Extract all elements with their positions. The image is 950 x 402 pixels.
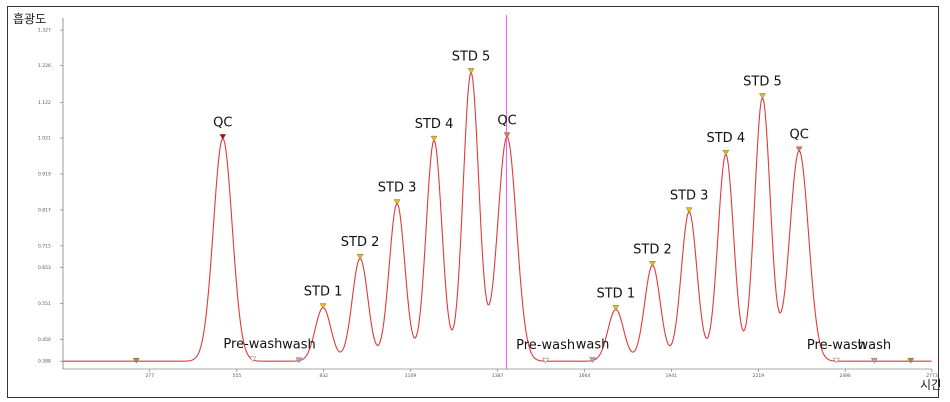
peak-label: STD 3: [378, 181, 417, 196]
x-tick-label: 1664: [579, 373, 591, 379]
event-marker[interactable]: [295, 357, 303, 364]
chromatogram-frame: 흡광도 시간 0.388 0.450 0.551 0.653 0.715 0.817 0.9…: [7, 6, 940, 398]
peak-label: STD 1: [596, 286, 635, 301]
event-label: wash: [282, 338, 316, 353]
chromatogram-chart: 흡광도 시간 0.388 0.450 0.551 0.653 0.715 0.817 0.9…: [13, 12, 940, 392]
peak-marker[interactable]: [722, 149, 730, 156]
peak-marker[interactable]: [430, 135, 438, 142]
peak-label: STD 2: [341, 235, 380, 250]
y-tick-label: 0.388: [38, 359, 51, 365]
event-label: wash: [576, 338, 610, 353]
event-label: wash: [858, 338, 892, 353]
event-label: Pre-wash: [223, 337, 282, 352]
event-marker[interactable]: [870, 357, 878, 364]
peak-label: QC: [497, 114, 516, 129]
peak-marker[interactable]: [795, 146, 803, 153]
peak-marker[interactable]: [685, 207, 693, 214]
peak-label: STD 5: [452, 49, 491, 64]
peak-marker[interactable]: [467, 68, 475, 74]
y-axis-title: 흡광도: [13, 12, 46, 26]
x-tick-label: 2219: [753, 373, 765, 379]
peak-marker[interactable]: [356, 253, 364, 260]
peak-label: QC: [213, 115, 232, 130]
peak-label: STD 5: [743, 74, 782, 89]
y-tick-label: 0.715: [38, 243, 51, 249]
peak-marker[interactable]: [219, 134, 227, 140]
y-tick-label: 0.551: [38, 301, 51, 307]
x-tick-label: 1387: [492, 373, 504, 379]
peak-label: STD 4: [706, 131, 745, 146]
x-tick-label: 1109: [405, 373, 417, 379]
peak-marker[interactable]: [393, 199, 401, 206]
x-tick-label: 1941: [666, 373, 678, 379]
x-axis-title: 시간: [920, 378, 940, 392]
peak-labels: QC STD 1 STD 2 STD 3 STD 4 STD 5 QC STD 1 STD 2 S…: [213, 49, 891, 353]
event-marker[interactable]: [132, 357, 140, 364]
peak-marker[interactable]: [649, 261, 656, 267]
event-marker[interactable]: [542, 357, 550, 364]
y-tick-label: 0.817: [38, 207, 51, 213]
y-tick-label: 0.919: [38, 171, 51, 177]
peak-label: QC: [789, 128, 808, 143]
y-tick-label: 1.122: [38, 100, 51, 106]
peak-label: STD 2: [633, 242, 672, 257]
event-marker[interactable]: [589, 357, 597, 364]
x-tick-label: 277: [146, 373, 155, 379]
peak-marker[interactable]: [503, 132, 511, 139]
y-tick-label: 1.226: [38, 63, 51, 69]
x-tick-label: 832: [319, 373, 328, 379]
event-label: Pre-wash: [516, 338, 575, 353]
y-tick-label: 1.021: [38, 135, 51, 141]
peak-markers: [132, 68, 915, 364]
y-tick-label: 1.327: [38, 28, 51, 34]
event-label: Pre-wash: [807, 338, 866, 353]
peak-label: STD 1: [304, 285, 343, 300]
x-tick-label: 555: [233, 373, 242, 379]
y-axis: 0.388 0.450 0.551 0.653 0.715 0.817 0.919 1.021…: [38, 18, 64, 369]
event-marker[interactable]: [832, 357, 840, 364]
x-tick-label: 2496: [839, 373, 851, 379]
peak-marker[interactable]: [612, 305, 620, 311]
peak-marker[interactable]: [759, 93, 766, 99]
peak-label: STD 4: [415, 117, 454, 132]
peak-marker[interactable]: [319, 303, 327, 310]
x-tick-label: 2773: [926, 373, 938, 379]
event-marker[interactable]: [249, 356, 257, 363]
event-marker[interactable]: [907, 357, 915, 364]
y-tick-label: 0.450: [38, 337, 51, 343]
chromatogram-trace: [63, 72, 932, 362]
y-tick-label: 0.653: [38, 265, 51, 271]
peak-label: STD 3: [670, 189, 709, 204]
x-axis: 277 555 832 1109 1387 1664 1941 2219 2496 2773: [63, 368, 938, 379]
